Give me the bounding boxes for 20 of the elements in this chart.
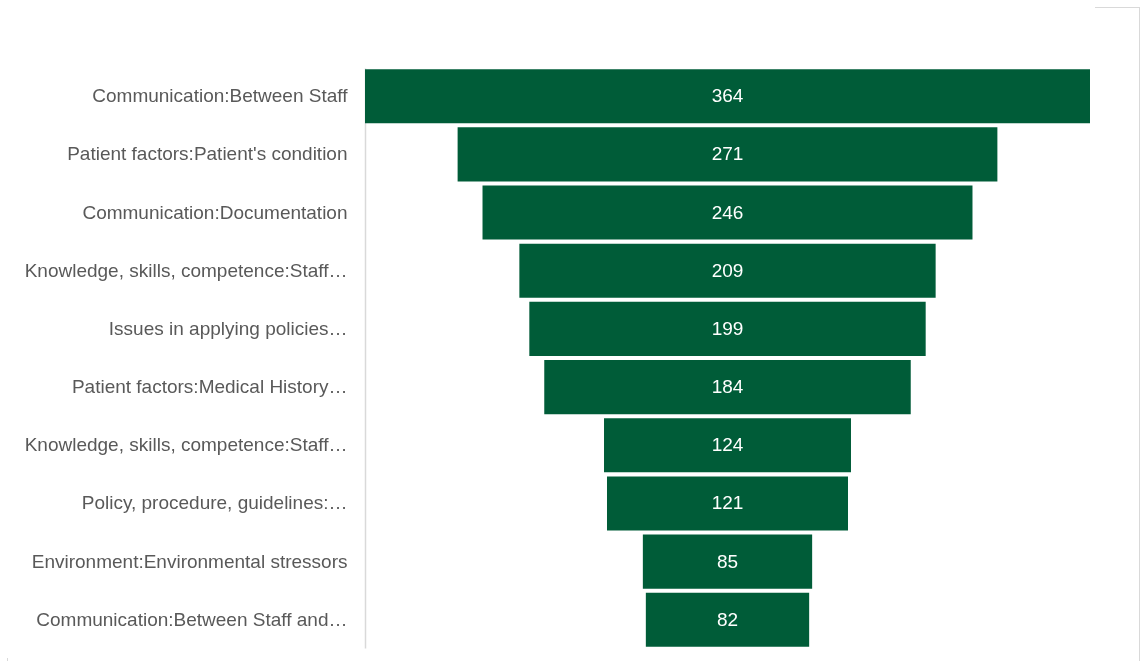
category-label: Patient factors:Medical History…: [71, 376, 348, 398]
category-label: Patient factors:Patient's condition: [67, 143, 348, 165]
data-label: 209: [711, 259, 744, 281]
data-label: 124: [711, 434, 744, 456]
category-label: Knowledge, skills, competence:Staff…: [24, 434, 348, 456]
category-label: Policy, procedure, guidelines:…: [81, 492, 348, 514]
category-label: Issues in applying policies…: [108, 317, 348, 339]
data-label: 82: [716, 608, 739, 630]
category-label: Knowledge, skills, competence:Staff…: [24, 259, 348, 281]
data-label: 246: [711, 201, 744, 223]
category-label: Communication:Between Staff and…: [36, 608, 348, 630]
data-label: 85: [716, 550, 739, 572]
data-label: 199: [711, 317, 744, 339]
category-label: Communication:Between Staff: [92, 85, 349, 107]
data-label: 184: [711, 376, 744, 398]
category-label: Environment:Environmental stressors: [31, 550, 348, 572]
data-label: 271: [711, 143, 744, 165]
data-label: 121: [711, 492, 744, 514]
category-label: Communication:Documentation: [82, 201, 348, 223]
data-label: 364: [711, 85, 744, 107]
